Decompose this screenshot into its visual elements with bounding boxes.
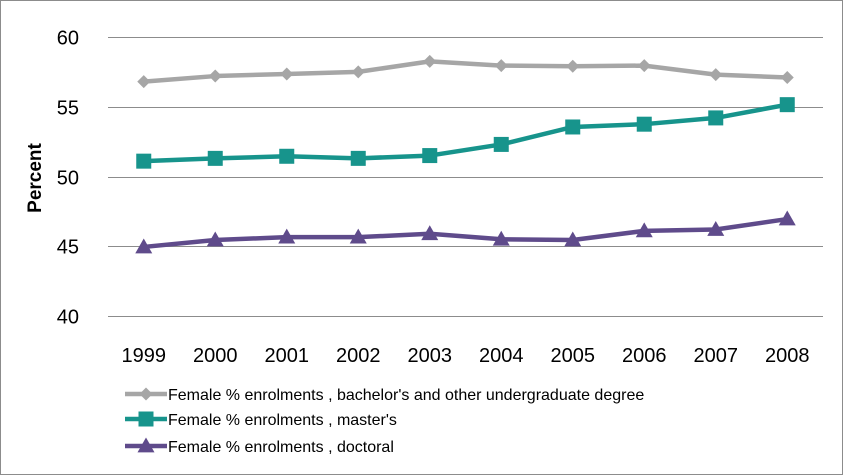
series-1 <box>137 54 794 89</box>
legend: Female % enrolments , bachelor's and oth… <box>125 387 644 456</box>
data-point <box>494 59 508 73</box>
x-tick-label: 2000 <box>193 345 238 367</box>
y-axis-title: Percent <box>25 142 46 212</box>
x-tick-label: 2002 <box>336 345 381 367</box>
y-tick-label: 50 <box>57 168 79 190</box>
data-point <box>422 148 438 164</box>
x-tick-label: 2001 <box>265 345 310 367</box>
y-tick-label: 45 <box>57 237 79 259</box>
data-point <box>779 97 795 113</box>
data-point <box>493 136 509 152</box>
legend-swatch-marker <box>138 411 154 427</box>
data-point <box>421 225 439 241</box>
y-tick-label: 40 <box>57 307 79 329</box>
gridlines <box>108 37 823 317</box>
data-point <box>423 54 437 68</box>
series-lines <box>135 54 796 254</box>
data-point <box>280 67 294 81</box>
data-point <box>636 116 652 132</box>
data-point <box>350 150 366 166</box>
data-point <box>351 65 365 79</box>
x-tick-label: 2008 <box>765 345 810 367</box>
x-tick-label: 2004 <box>479 345 524 367</box>
legend-label: Female % enrolments , bachelor's and oth… <box>168 387 644 404</box>
legend-swatch-marker <box>137 437 155 453</box>
legend-label: Female % enrolments , master's <box>168 412 397 429</box>
data-point <box>349 228 367 244</box>
x-tick-label: 2007 <box>694 345 739 367</box>
series-3 <box>135 210 796 254</box>
data-point <box>279 148 295 164</box>
data-point <box>136 153 152 169</box>
legend-entry-3: Female % enrolments , doctoral <box>125 437 394 456</box>
data-point <box>566 59 580 73</box>
legend-entry-2: Female % enrolments , master's <box>125 411 397 429</box>
data-point <box>707 221 725 236</box>
x-tick-label: 2005 <box>551 345 596 367</box>
y-tick-label: 55 <box>57 98 79 120</box>
data-point <box>135 238 153 254</box>
data-point <box>278 228 296 244</box>
series-3-line <box>141 216 790 250</box>
legend-label: Female % enrolments , doctoral <box>168 439 394 456</box>
legend-swatch-marker <box>139 387 153 401</box>
x-tick-label: 2006 <box>622 345 667 367</box>
data-point <box>137 75 151 89</box>
data-point <box>635 222 653 238</box>
y-tick-label: 60 <box>57 28 79 50</box>
data-point <box>207 150 223 166</box>
y-axis-ticks: 40 45 50 55 60 <box>57 28 79 329</box>
legend-entry-1: Female % enrolments , bachelor's and oth… <box>125 387 644 404</box>
x-tick-label: 1999 <box>122 345 167 367</box>
series-2 <box>136 97 795 169</box>
data-point <box>206 231 224 247</box>
series-2-line <box>141 102 790 164</box>
data-point <box>637 59 651 73</box>
data-point <box>208 69 222 83</box>
data-point <box>492 230 510 246</box>
data-point <box>565 119 581 135</box>
data-point <box>778 210 796 226</box>
data-point <box>780 70 794 84</box>
data-point <box>709 68 723 82</box>
x-axis-ticks: 1999 2000 2001 2002 2003 2004 2005 2006 2007 2008 <box>122 345 810 367</box>
data-point <box>564 231 582 247</box>
data-point <box>708 110 724 126</box>
series-1-line <box>141 59 790 84</box>
x-tick-label: 2003 <box>408 345 453 367</box>
